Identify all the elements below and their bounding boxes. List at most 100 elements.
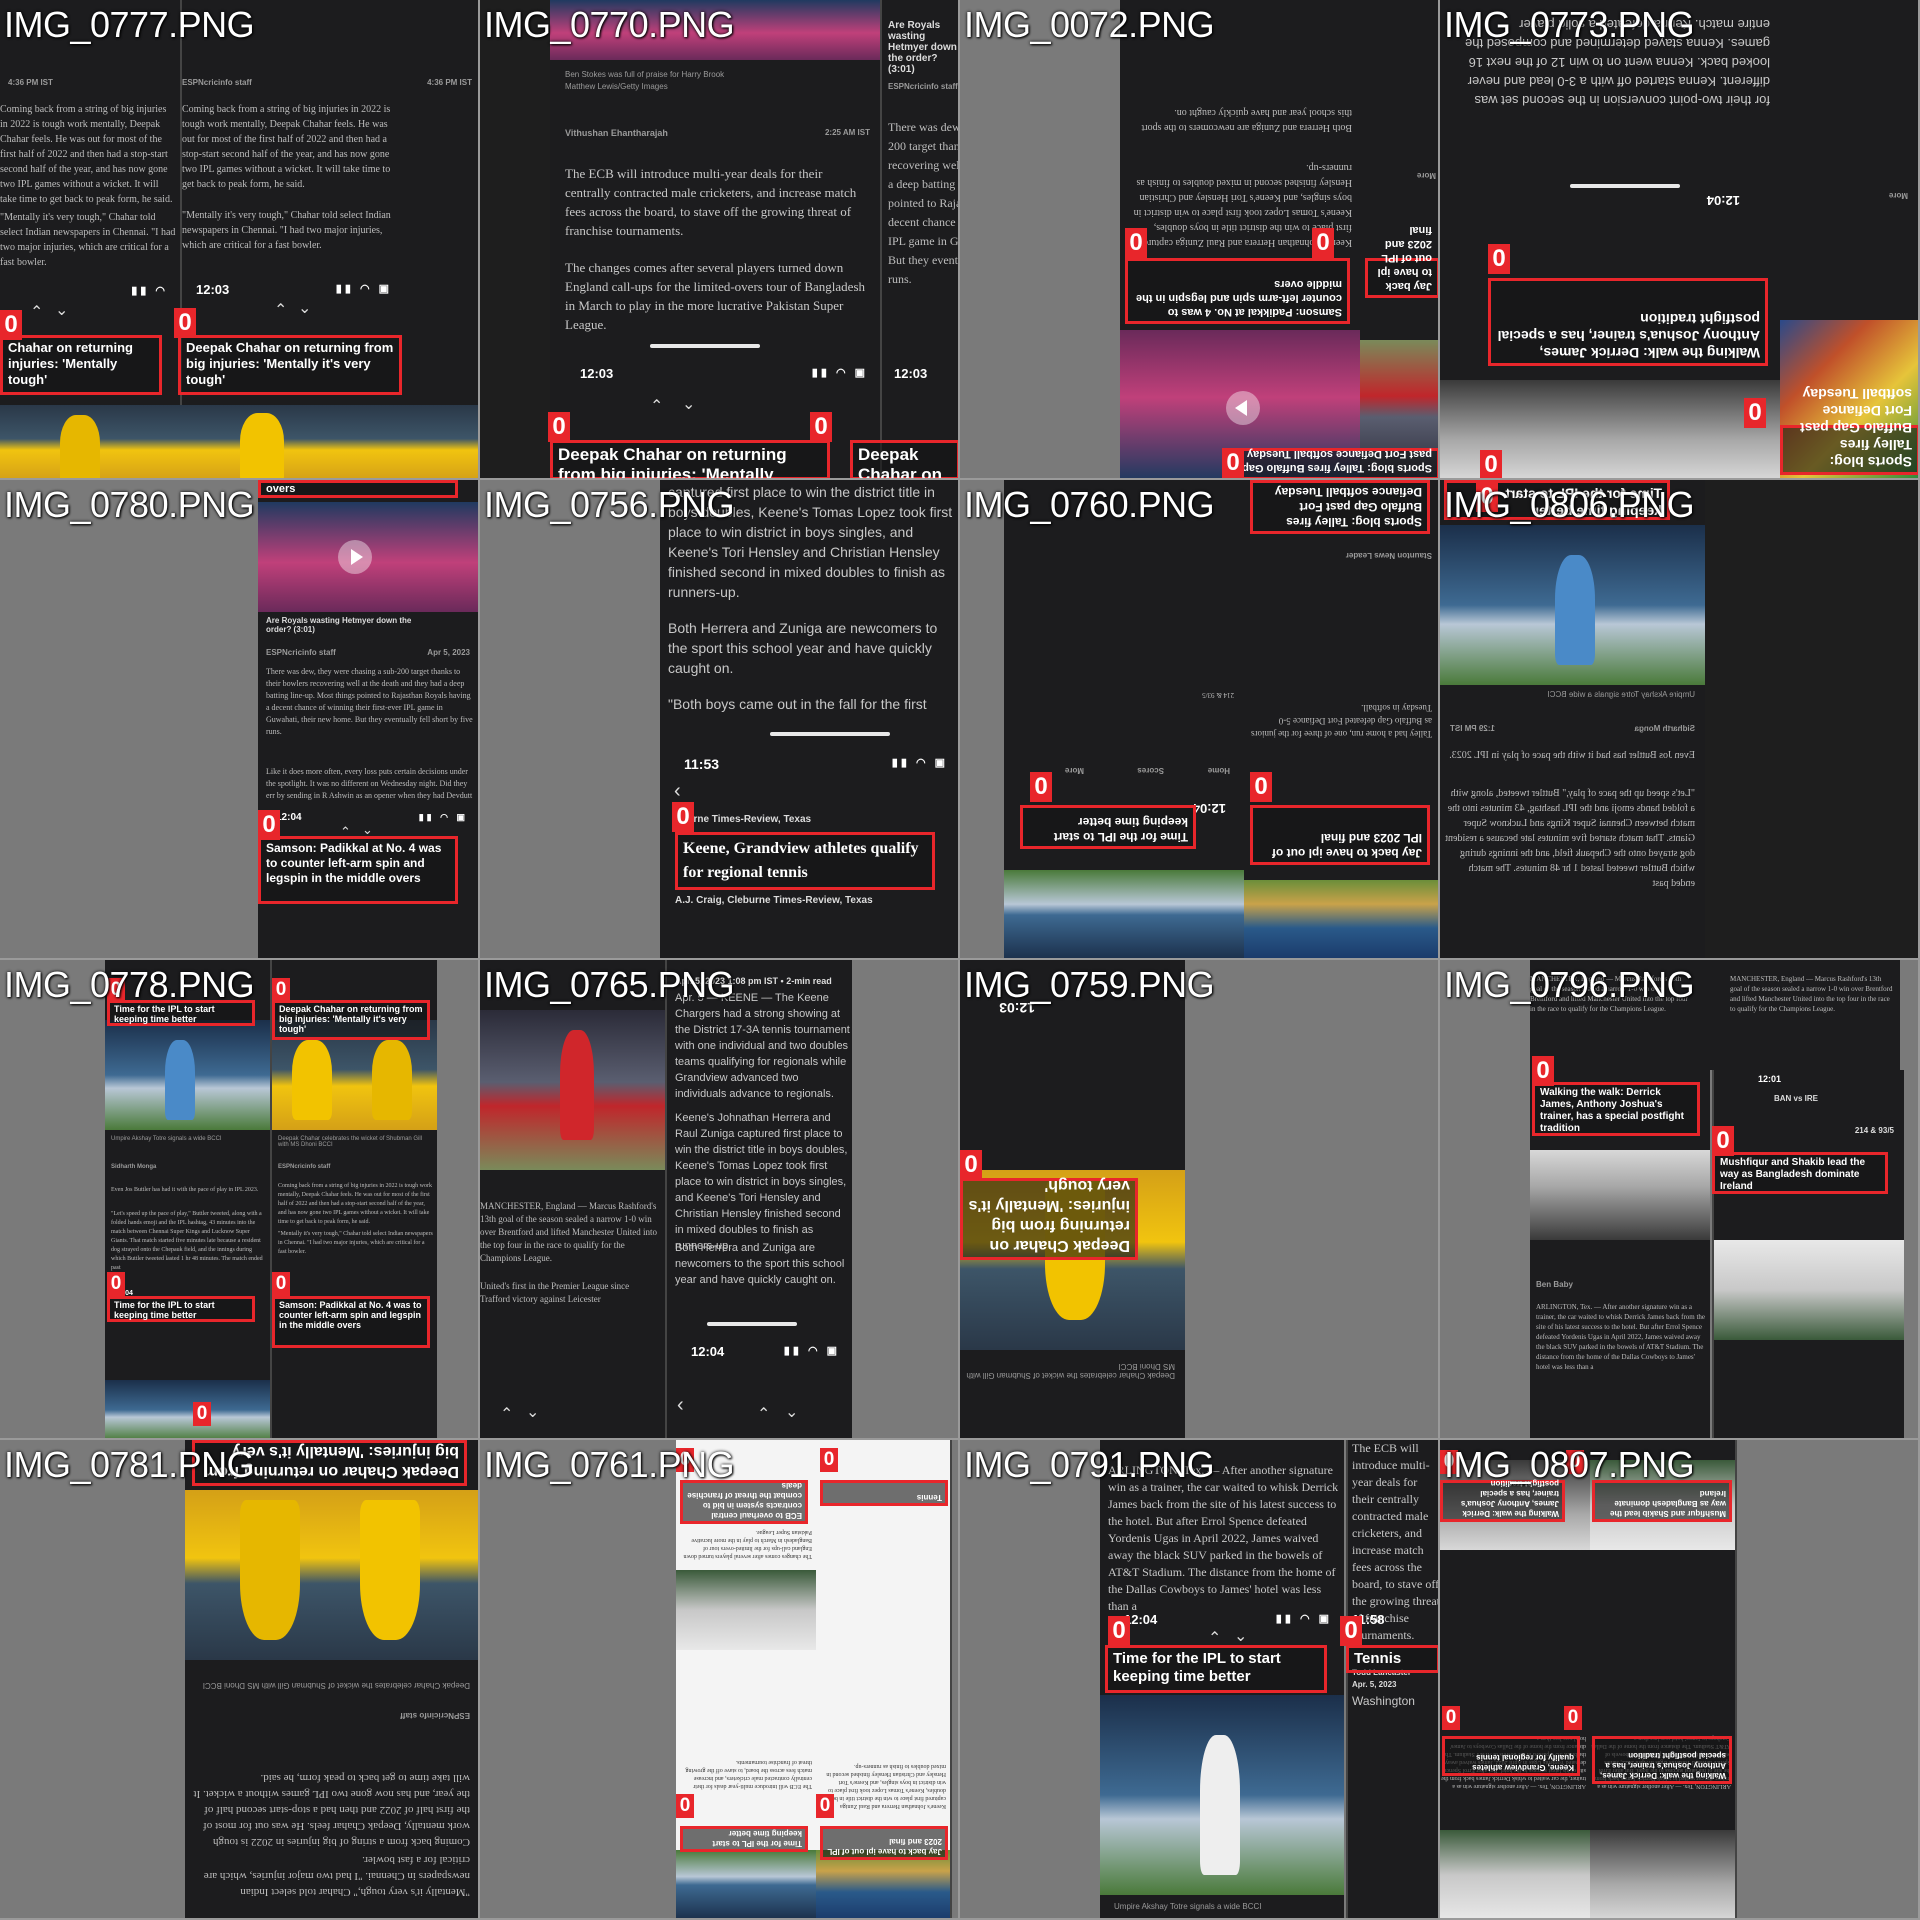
- nav-more[interactable]: More: [1064, 766, 1084, 775]
- chevron-down-icon[interactable]: ⌄: [682, 396, 696, 413]
- chevron-up-icon[interactable]: ⌃: [650, 398, 664, 415]
- chevron-up-icon[interactable]: ⌃: [340, 824, 351, 839]
- chevron-down-icon[interactable]: ⌄: [362, 822, 373, 837]
- tile-img-0781[interactable]: "Mentally it's very tough," Chahar told …: [0, 1440, 480, 1920]
- nav-more[interactable]: More: [1416, 171, 1436, 180]
- headline-box[interactable]: Time for the IPL to start keeping time b…: [107, 1296, 255, 1322]
- headline-box[interactable]: Samson: Padikkal at No. 4 was to counter…: [1125, 258, 1350, 324]
- headline-box[interactable]: Chahar on returning injuries: 'Mentally …: [0, 335, 162, 395]
- headline-box[interactable]: Time for the IPL to start keeping time b…: [680, 1826, 808, 1852]
- status-icons: ▮▮ ◠ ▣: [783, 1345, 840, 1357]
- headline-box[interactable]: Walking the walk: Derrick James, Anthony…: [1440, 1479, 1565, 1522]
- tile-img-0765[interactable]: MANCHESTER, England — Marcus Rashford's …: [480, 960, 960, 1440]
- chevron-down-icon[interactable]: ⌄: [785, 1404, 799, 1421]
- phone-screen-left: Umpire Akshay Totre signals a wide BCCI …: [105, 960, 270, 1438]
- headline-box[interactable]: Deepak Chahar on returning from big inju…: [178, 335, 402, 395]
- nav-home[interactable]: Home: [1207, 766, 1230, 775]
- badge: 0: [1532, 1056, 1554, 1086]
- tile-img-0770[interactable]: Ben Stokes was full of praise for Harry …: [480, 0, 960, 480]
- tile-filename: IMG_0777.PNG: [4, 4, 255, 45]
- headline-box[interactable]: Walking the walk: Derrick James, Anthony…: [1488, 278, 1768, 366]
- chevron-up-icon[interactable]: ⌃: [757, 1406, 771, 1423]
- headline-box[interactable]: Mushfiqur and Shakib lead the way as Ban…: [1592, 1480, 1732, 1522]
- tile-img-0780[interactable]: overs Are Royals wasting Hetmyer down th…: [0, 480, 480, 960]
- chevron-down-icon[interactable]: ⌄: [1234, 1628, 1248, 1645]
- headline-box[interactable]: Deepak Chahar on returning from big inju…: [550, 440, 830, 478]
- headline-box[interactable]: Walking the walk: Derrick James, Anthony…: [1592, 1736, 1732, 1784]
- nav-scores[interactable]: Scores: [1137, 766, 1164, 775]
- headline-box[interactable]: Deepak Chahar on returning from big inju…: [850, 440, 958, 478]
- article-body-2: Both Herrera and Zuniga are newcomers to…: [1141, 107, 1352, 133]
- chevron-down-icon[interactable]: ⌄: [526, 1404, 540, 1421]
- badge: 0: [1440, 1450, 1458, 1474]
- tile-img-0760[interactable]: 12:04 Home Scores More 214 & 93/5 Talley…: [960, 480, 1440, 960]
- headline-box[interactable]: Jay back to have ipl out of IPL 2023 and…: [820, 1826, 948, 1860]
- headline-box[interactable]: Keene, Grandview athletes qualify for re…: [1442, 1736, 1580, 1776]
- headline-box[interactable]: Samson: Padikkal at No. 4 was to counter…: [258, 836, 458, 904]
- headline-box[interactable]: Samson: Padikkal at No. 4 was to counter…: [272, 1296, 430, 1348]
- tile-img-0807[interactable]: ARLINGTON, Tex. — After another signatur…: [1440, 1440, 1920, 1920]
- article-photo: [1440, 1830, 1590, 1918]
- chevron-up-icon[interactable]: ⌃: [30, 304, 44, 321]
- photo-caption: Umpire Akshay Totre signals a wide BCCI: [111, 1136, 222, 1142]
- tile-img-0796[interactable]: MANCHESTER, England — Marcus Rashford's …: [1440, 960, 1920, 1440]
- badge: 0: [548, 412, 570, 442]
- headline-box[interactable]: Keene, Grandview athletes qualify for re…: [675, 832, 935, 890]
- headline-box[interactable]: Time for the IPL to start keeping time b…: [1105, 1645, 1327, 1693]
- chevron-up-icon[interactable]: ⌃: [500, 1406, 514, 1423]
- tile-img-0773[interactable]: 12:04 for their two-point conversion in …: [1440, 0, 1920, 480]
- back-arrow-icon[interactable]: ‹: [677, 1394, 684, 1416]
- tile-img-0759[interactable]: Deepak Chahar celebrates the wicket of S…: [960, 960, 1440, 1440]
- headline-box[interactable]: Tennis: [820, 1480, 948, 1506]
- headline-box[interactable]: Jay back to have ipl out of IPL 2023 and…: [1250, 805, 1430, 865]
- article-body: The ECB will introduce multi-year deals …: [1352, 1441, 1440, 1642]
- headline-box[interactable]: Sports blog: Talley fires Buffalo Gap pa…: [1250, 480, 1430, 534]
- headline-box[interactable]: Tennis: [1346, 1645, 1438, 1673]
- match-title: BAN vs IRE: [1774, 1094, 1819, 1103]
- headline-box[interactable]: Sports blog: Talley fires Buffalo Gap pa…: [1222, 448, 1438, 478]
- badge: 0: [174, 308, 196, 338]
- play-icon[interactable]: [338, 540, 372, 574]
- badge: 0: [1312, 228, 1334, 258]
- chevron-up-icon[interactable]: ⌃: [274, 302, 288, 319]
- headline-box[interactable]: Time for the IPL to start keeping time b…: [1020, 805, 1196, 849]
- tile-img-0761[interactable]: The ECB will introduce multi-year deals …: [480, 1440, 960, 1920]
- article-body: MANCHESTER, England — Marcus Rashford's …: [1530, 975, 1688, 1013]
- publication-date: Apr. 5, 2023 1:08 pm IST • 2-min read: [675, 976, 832, 986]
- chevron-down-icon[interactable]: ⌄: [55, 302, 69, 319]
- headline-box[interactable]: ECB to overhaul central contracts system…: [680, 1480, 808, 1524]
- headline-box[interactable]: overs: [258, 480, 458, 498]
- headline-box[interactable]: Walking the walk: Derrick James, Anthony…: [1532, 1082, 1700, 1136]
- status-time: 12:04: [276, 812, 302, 823]
- tile-img-0072[interactable]: Keene's Johnathan Herrera and Raul Zunig…: [960, 0, 1440, 480]
- chevron-down-icon[interactable]: ⌄: [298, 300, 312, 317]
- nav-more[interactable]: More: [1888, 191, 1908, 200]
- headline-box[interactable]: Sports blog: Talley fires Buffalo Gap pa…: [1780, 386, 1918, 475]
- tile-img-0806[interactable]: Umpire Akshay Totre signals a wide BCCI …: [1440, 480, 1920, 960]
- badge: 0: [1564, 1706, 1582, 1730]
- article-body: captured first place to win the district…: [668, 484, 953, 600]
- article-body-2: "Mentally it's very tough," Chahar told …: [0, 212, 176, 268]
- article-photo: [1004, 870, 1244, 958]
- headline-box[interactable]: Time for the IPL to start keeping time b…: [107, 1000, 255, 1026]
- tile-filename: IMG_0765.PNG: [484, 964, 735, 1005]
- chevron-up-icon[interactable]: ⌃: [1208, 1630, 1222, 1647]
- headline-box[interactable]: Jay back to have ipl out of IPL 2023 and…: [1365, 224, 1438, 298]
- tile-img-0777[interactable]: 4:36 PM IST Coming back from a string of…: [0, 0, 480, 480]
- phone-screen-flipped: "Mentally it's very tough," Chahar told …: [185, 1440, 478, 1918]
- tile-img-0791[interactable]: ARLINGTON, Tex. — After another signatur…: [960, 1440, 1440, 1920]
- status-time: 12:03: [580, 366, 614, 381]
- headline-box[interactable]: Deepak Chahar on returning from big inju…: [272, 1000, 430, 1040]
- play-icon[interactable]: [1226, 391, 1260, 425]
- tile-img-0756[interactable]: captured first place to win the district…: [480, 480, 960, 960]
- tile-img-0778[interactable]: Umpire Akshay Totre signals a wide BCCI …: [0, 960, 480, 1440]
- status-icons: ▮▮ ◠: [131, 285, 168, 297]
- article-body: Even Jos Buttler has had it with the pac…: [1449, 750, 1695, 761]
- back-arrow-icon[interactable]: ‹: [674, 780, 681, 802]
- status-time: 12:04: [1124, 1612, 1158, 1627]
- headline-box[interactable]: Deepak Chahar on returning from big inju…: [960, 1177, 1138, 1260]
- status-bar: 12:04: [1440, 190, 1780, 212]
- video-title: Are Royals wasting Hetmyer down the orde…: [888, 20, 957, 75]
- headline-box[interactable]: Mushfiqur and Shakib lead the way as Ban…: [1712, 1152, 1888, 1194]
- date: Apr. 5, 2023: [1352, 1680, 1397, 1689]
